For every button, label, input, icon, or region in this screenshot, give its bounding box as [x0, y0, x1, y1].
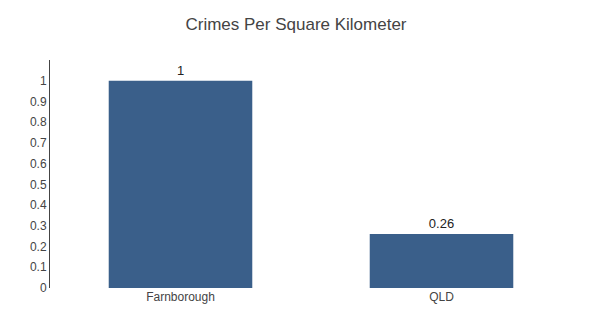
svg-text:0.26: 0.26 — [429, 216, 454, 231]
svg-text:0.3: 0.3 — [30, 219, 47, 233]
svg-text:Farnborough: Farnborough — [146, 290, 215, 304]
svg-text:0.8: 0.8 — [30, 115, 47, 129]
svg-text:0.7: 0.7 — [30, 136, 47, 150]
svg-text:0.4: 0.4 — [30, 198, 47, 212]
svg-text:0.6: 0.6 — [30, 157, 47, 171]
svg-text:0.9: 0.9 — [30, 95, 47, 109]
svg-text:0.5: 0.5 — [30, 178, 47, 192]
svg-text:1: 1 — [177, 63, 184, 78]
svg-text:1: 1 — [40, 74, 47, 88]
svg-text:Crimes Per Square Kilometer: Crimes Per Square Kilometer — [185, 15, 406, 34]
svg-text:0.1: 0.1 — [30, 260, 47, 274]
svg-text:0.2: 0.2 — [30, 240, 47, 254]
svg-text:0: 0 — [40, 281, 47, 295]
svg-text:QLD: QLD — [429, 290, 454, 304]
